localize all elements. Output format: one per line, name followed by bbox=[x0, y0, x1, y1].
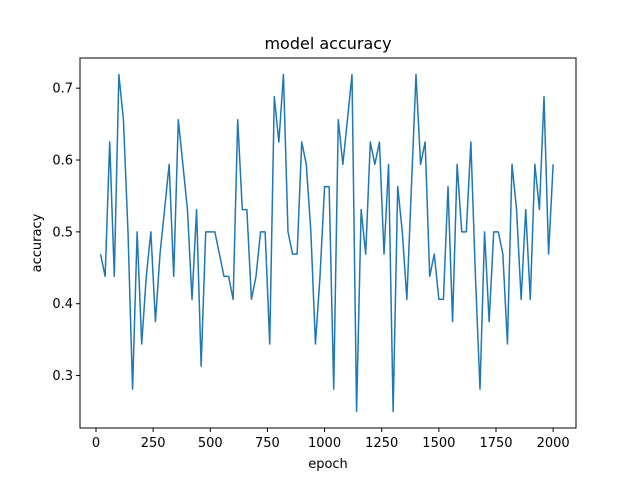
x-tick-label: 0 bbox=[92, 436, 100, 451]
x-tick-label: 500 bbox=[198, 436, 223, 451]
chart-title: model accuracy bbox=[264, 34, 391, 53]
x-axis-label: epoch bbox=[308, 457, 348, 472]
x-tick-label: 2000 bbox=[537, 436, 570, 451]
y-axis-ticks: 0.3 0.4 0.5 0.6 0.7 bbox=[52, 82, 80, 384]
y-tick-label: 0.6 bbox=[52, 154, 73, 169]
x-tick-label: 1250 bbox=[365, 436, 398, 451]
x-tick-label: 1000 bbox=[308, 436, 341, 451]
plot-area bbox=[99, 73, 554, 413]
y-tick-label: 0.4 bbox=[52, 297, 73, 312]
y-axis-label: accuracy bbox=[30, 213, 45, 272]
y-tick-label: 0.3 bbox=[52, 369, 73, 384]
y-tick-label: 0.7 bbox=[52, 82, 73, 97]
axes-frame bbox=[79, 57, 577, 429]
x-tick-label: 250 bbox=[141, 436, 166, 451]
x-axis-ticks: 0 250 500 750 1000 1250 1500 1750 2000 bbox=[92, 428, 570, 451]
x-tick-label: 750 bbox=[255, 436, 280, 451]
series-line-accuracy bbox=[99, 73, 554, 413]
y-tick-label: 0.5 bbox=[52, 225, 73, 240]
x-tick-label: 1500 bbox=[422, 436, 455, 451]
x-tick-label: 1750 bbox=[479, 436, 512, 451]
